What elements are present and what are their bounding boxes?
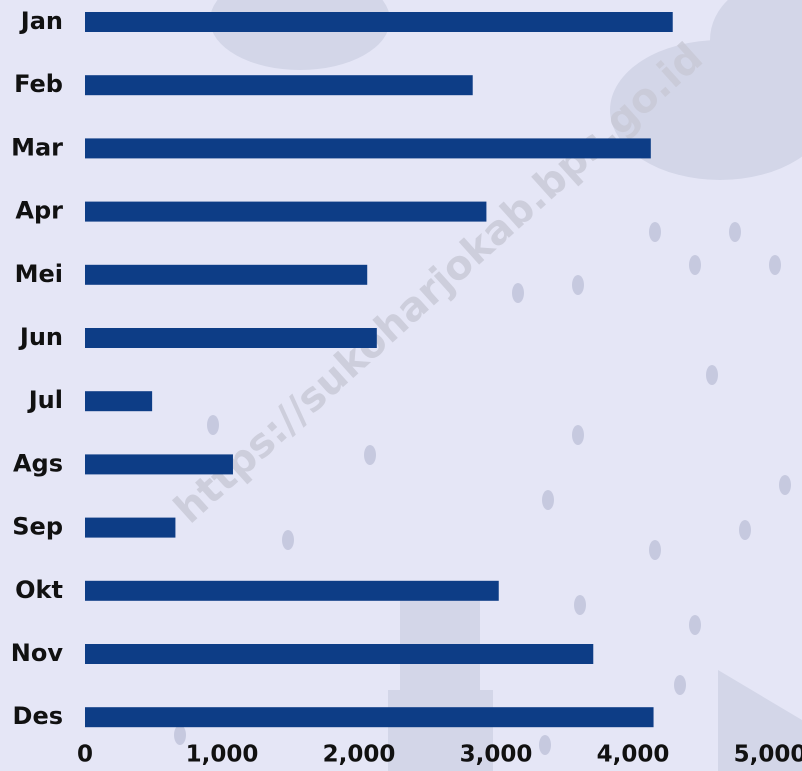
y-tick-label: Apr: [15, 197, 63, 225]
y-tick-label: Jun: [18, 323, 63, 351]
bar: [85, 580, 499, 601]
y-tick-label: Jul: [27, 386, 63, 414]
bar: [85, 454, 233, 475]
y-tick-label: Nov: [11, 639, 64, 667]
y-tick-label: Mei: [15, 260, 63, 288]
x-tick-label: 5,000: [734, 742, 802, 768]
bar: [85, 201, 487, 222]
bar: [85, 391, 153, 412]
bar: [85, 75, 473, 96]
bar: [85, 12, 673, 32]
y-tick-label: Des: [13, 702, 63, 730]
bar: [85, 517, 176, 538]
bar: [85, 707, 654, 728]
x-tick-label: 3,000: [460, 742, 533, 768]
y-tick-label: Feb: [14, 70, 63, 98]
bar: [85, 264, 368, 285]
y-tick-label: Okt: [15, 576, 63, 604]
y-tick-label: Sep: [12, 513, 63, 541]
x-tick-label: 2,000: [323, 742, 396, 768]
bar: [85, 328, 377, 348]
x-tick-label: 0: [77, 742, 93, 768]
bar: [85, 138, 651, 159]
bar: [85, 644, 594, 664]
x-tick-label: 4,000: [597, 742, 670, 768]
y-tick-label: Jan: [19, 7, 63, 35]
decoration: [210, 0, 802, 771]
y-tick-label: Mar: [11, 133, 63, 161]
x-tick-label: 1,000: [186, 742, 259, 768]
y-tick-label: Ags: [13, 449, 63, 477]
rain-drops: [174, 222, 791, 755]
